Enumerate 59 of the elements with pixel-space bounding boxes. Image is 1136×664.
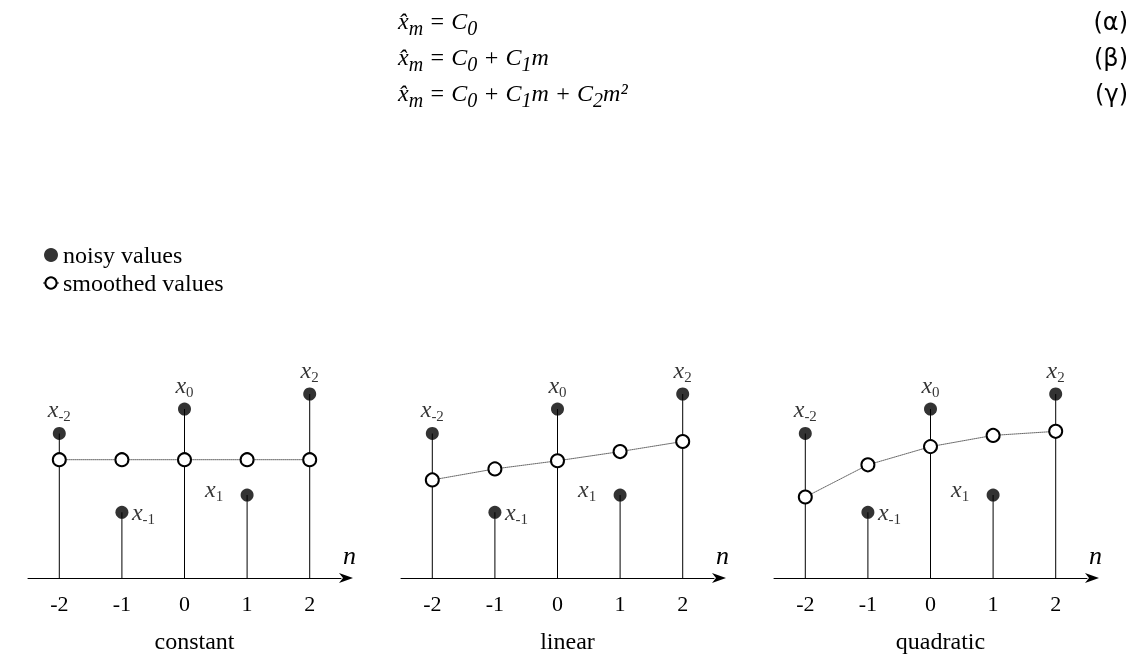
point (303, 387, 317, 401)
point (924, 402, 937, 416)
text: x̂$_{m}$ = C$_{0}$ + C$_{1}$m (398, 43, 550, 76)
point (177, 452, 192, 468)
point (861, 505, 875, 519)
x-tick-label: 2 (1050, 590, 1062, 616)
point (1048, 423, 1064, 439)
text: x̂$_{m}$ = C$_{0}$ + C$_{1}$m + C$_{2}$m² (398, 79, 628, 111)
point (986, 488, 1000, 502)
point (487, 461, 503, 477)
text: quadratic (895, 628, 986, 654)
point (425, 426, 439, 440)
point (923, 439, 938, 455)
x-tick-label: 2 (304, 590, 316, 616)
point (612, 444, 628, 460)
text: linear (540, 628, 595, 654)
point (114, 452, 130, 468)
point (239, 452, 255, 468)
point (424, 472, 440, 488)
x-tick-label: 0 (552, 590, 563, 616)
point (302, 452, 318, 468)
text: (α) (1093, 8, 1128, 38)
point (985, 427, 1001, 443)
text: x̂$_{m}$ = C$_{0}$ (398, 8, 479, 40)
x-tick-label: 1 (241, 590, 253, 616)
x-tick-label: -1 (112, 590, 132, 616)
point (675, 433, 691, 449)
point (1049, 387, 1063, 401)
legend-label: smoothed values (63, 270, 224, 296)
text: (β) (1093, 43, 1128, 74)
legend-label: noisy values (63, 242, 183, 268)
x-tick-label: 1 (987, 590, 999, 616)
point (613, 488, 627, 502)
point (550, 453, 565, 469)
x-axis-title: n (716, 540, 729, 570)
point (860, 457, 876, 473)
point (178, 402, 191, 416)
x-tick-label: -1 (858, 590, 878, 616)
point (798, 426, 812, 440)
x-tick-label: 0 (179, 590, 190, 616)
x-tick-label: -2 (423, 590, 442, 616)
point (551, 402, 564, 416)
point (488, 505, 502, 519)
x-tick-label: 1 (614, 590, 626, 616)
x-tick-label: -2 (796, 590, 815, 616)
point (676, 387, 690, 401)
point (52, 426, 66, 440)
x-tick-label: -2 (50, 590, 69, 616)
point (115, 505, 129, 519)
text: (γ) (1094, 79, 1128, 110)
x-tick-label: 2 (677, 590, 689, 616)
x-tick-label: 0 (925, 590, 936, 616)
point (240, 488, 254, 502)
x-axis-title: n (343, 540, 356, 570)
x-axis-title: n (1089, 540, 1102, 570)
point (51, 452, 67, 468)
text: constant (154, 628, 235, 654)
point (797, 489, 813, 505)
x-tick-label: -1 (485, 590, 505, 616)
